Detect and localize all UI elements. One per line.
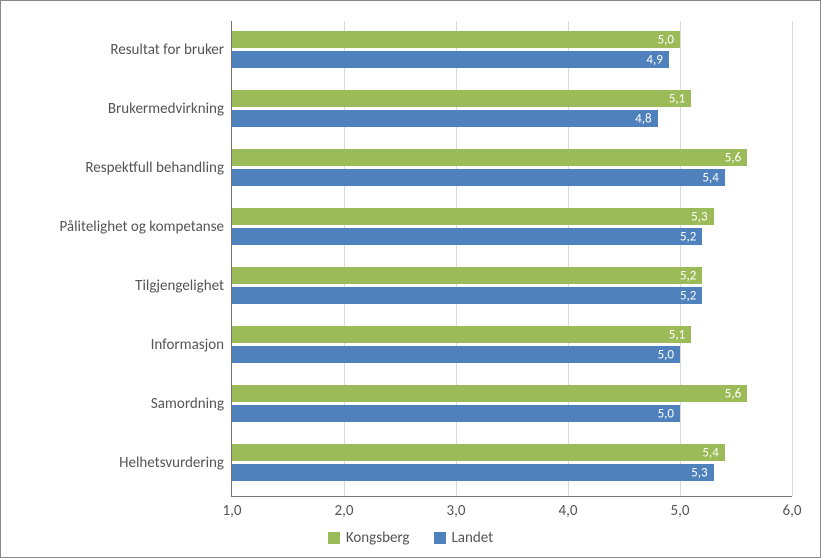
bar-value-label: 5,4 <box>702 445 718 460</box>
bar-kongsberg: 5,3 <box>232 208 714 225</box>
category-label: Pålitelighet og kompetanse <box>59 218 232 236</box>
bar-value-label: 5,1 <box>669 327 685 342</box>
category-label: Informasjon <box>151 336 232 354</box>
bar-kongsberg: 5,0 <box>232 31 680 48</box>
bar-value-label: 5,6 <box>725 150 741 165</box>
x-tick-label: 2,0 <box>335 496 354 520</box>
x-tick-label: 5,0 <box>671 496 690 520</box>
bar-landet: 4,8 <box>232 110 658 127</box>
x-tick-label: 4,0 <box>559 496 578 520</box>
bar-value-label: 5,3 <box>691 209 707 224</box>
bar-landet: 5,2 <box>232 287 702 304</box>
category-label: Helhetsvurdering <box>119 454 232 472</box>
legend: Kongsberg Landet <box>1 529 820 549</box>
bar-value-label: 5,2 <box>680 288 696 303</box>
bar-landet: 4,9 <box>232 51 669 68</box>
x-tick-label: 1,0 <box>223 496 242 520</box>
bar-kongsberg: 5,6 <box>232 385 747 402</box>
bar-value-label: 5,1 <box>669 91 685 106</box>
bar-kongsberg: 5,1 <box>232 326 691 343</box>
bar-landet: 5,2 <box>232 228 702 245</box>
bar-value-label: 5,6 <box>725 386 741 401</box>
bar-value-label: 5,0 <box>658 32 674 47</box>
bar-kongsberg: 5,2 <box>232 267 702 284</box>
bar-landet: 5,3 <box>232 464 714 481</box>
bar-landet: 5,0 <box>232 346 680 363</box>
bar-value-label: 5,2 <box>680 268 696 283</box>
plot-area: 1,02,03,04,05,06,0Resultat for bruker5,0… <box>231 21 792 497</box>
bar-value-label: 4,9 <box>646 52 662 67</box>
category-label: Samordning <box>151 395 232 413</box>
bar-value-label: 5,4 <box>702 170 718 185</box>
bar-kongsberg: 5,6 <box>232 149 747 166</box>
legend-item: Kongsberg <box>328 529 410 547</box>
category-label: Resultat for bruker <box>110 41 232 59</box>
x-tick-label: 3,0 <box>447 496 466 520</box>
bar-value-label: 5,0 <box>658 347 674 362</box>
gridline <box>792 21 793 496</box>
legend-swatch <box>328 532 340 544</box>
bar-value-label: 5,3 <box>691 465 707 480</box>
bar-value-label: 4,8 <box>635 111 651 126</box>
chart-container: 1,0 2,0 3,0 4,0 5,0 6,0 Resultat for bruker 5,0… <box>0 0 821 558</box>
bar-value-label: 5,0 <box>658 406 674 421</box>
category-label: Tilgjengelighet <box>135 277 232 295</box>
bar-value-label: 5,2 <box>680 229 696 244</box>
bar-kongsberg: 5,4 <box>232 444 725 461</box>
category-label: Respektfull behandling <box>85 159 232 177</box>
bar-kongsberg: 5,1 <box>232 90 691 107</box>
x-tick-label: 6,0 <box>783 496 802 520</box>
bar-landet: 5,4 <box>232 169 725 186</box>
bar-landet: 5,0 <box>232 405 680 422</box>
legend-label: Kongsberg <box>346 529 410 547</box>
legend-swatch <box>434 532 446 544</box>
legend-label: Landet <box>452 529 494 547</box>
category-label: Brukermedvirkning <box>108 100 232 118</box>
legend-item: Landet <box>434 529 494 547</box>
